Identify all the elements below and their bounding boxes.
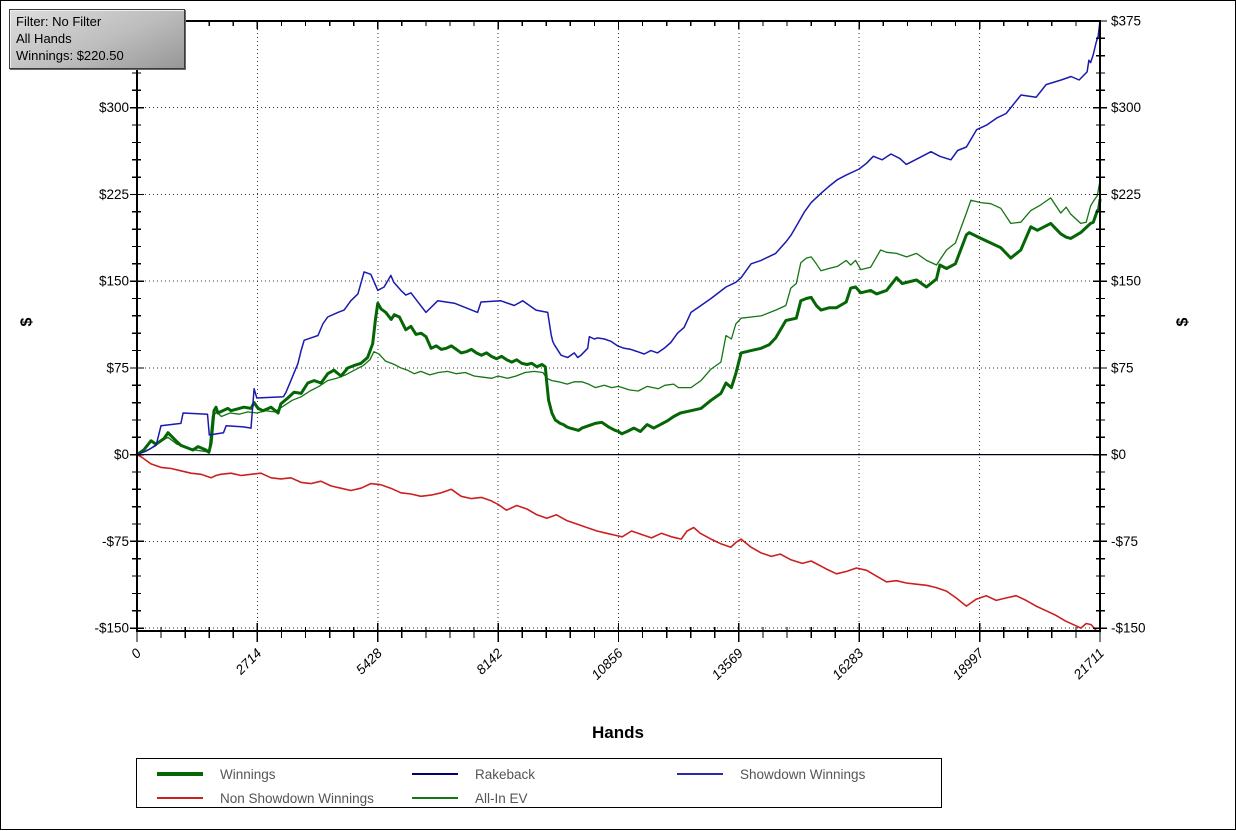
x-tick-label: 8142 <box>473 645 505 677</box>
legend-label: Rakeback <box>475 766 536 782</box>
series-winnings-line <box>135 198 1102 457</box>
series-showdown-winnings-line <box>136 20 1101 456</box>
x-axis-title: Hands <box>592 723 644 742</box>
y-tick-label-left: $225 <box>99 187 129 202</box>
y-tick-label-left: $75 <box>106 360 129 375</box>
y-tick-label-right: $300 <box>1111 100 1141 115</box>
legend-swatch <box>157 772 203 776</box>
x-tick-label: 21711 <box>1070 646 1107 683</box>
legend-swatch <box>157 797 203 799</box>
x-tick-label: 18997 <box>950 645 987 682</box>
y-tick-label-left: -$150 <box>94 621 129 636</box>
legend-item-rakeback: Rakeback <box>412 764 535 784</box>
y-axis-title-right: $ <box>1174 317 1192 327</box>
filter-info-box: Filter: No Filter All Hands Winnings: $2… <box>9 9 185 69</box>
y-tick-label-left: $300 <box>99 100 129 115</box>
legend-swatch <box>677 773 723 775</box>
legend-item-showdown-winnings: Showdown Winnings <box>677 764 865 784</box>
legend-item-all-in-ev: All-In EV <box>412 788 528 808</box>
legend-swatch <box>412 797 458 799</box>
y-tick-label-right: -$150 <box>1111 621 1146 636</box>
axis-ticks <box>130 20 1107 642</box>
info-filter-line: Filter: No Filter <box>16 14 102 29</box>
y-axis-title-left: $ <box>18 317 36 327</box>
tick-labels: $375$375$300$300$225$225$150$150$75$75$0… <box>94 14 1145 683</box>
legend-item-winnings: Winnings <box>157 764 276 784</box>
legend: Winnings Non Showdown Winnings Rakeback All… <box>136 758 942 808</box>
y-tick-label-right: $150 <box>1111 274 1141 289</box>
legend-label: Showdown Winnings <box>740 766 866 782</box>
legend-swatch <box>412 773 458 775</box>
legend-item-non-showdown-winnings: Non Showdown Winnings <box>157 788 374 808</box>
x-tick-label: 2714 <box>232 646 265 679</box>
gridlines <box>137 21 1100 631</box>
y-tick-label-right: -$75 <box>1111 534 1138 549</box>
legend-label: Non Showdown Winnings <box>220 790 374 806</box>
legend-label: All-In EV <box>475 790 528 806</box>
legend-label: Winnings <box>220 766 276 782</box>
y-tick-label-right: $0 <box>1111 447 1126 462</box>
x-tick-label: 16283 <box>829 645 866 682</box>
y-tick-label-right: $375 <box>1111 14 1141 29</box>
x-tick-label: 13569 <box>709 645 746 682</box>
y-tick-label-left: -$75 <box>102 534 129 549</box>
info-winnings-line: Winnings: $220.50 <box>16 48 124 63</box>
series-non-showdown-winnings-line <box>136 453 1101 633</box>
x-tick-label: 0 <box>128 645 144 661</box>
x-tick-label: 10856 <box>588 645 625 682</box>
y-tick-label-right: $225 <box>1111 187 1141 202</box>
series-all-in-ev-line <box>136 179 1101 456</box>
series-lines <box>135 20 1102 633</box>
x-tick-label: 5428 <box>353 645 385 677</box>
y-tick-label-left: $150 <box>99 274 129 289</box>
info-hands-line: All Hands <box>16 31 72 46</box>
y-tick-label-right: $75 <box>1111 360 1134 375</box>
y-tick-label-left: $0 <box>114 447 129 462</box>
